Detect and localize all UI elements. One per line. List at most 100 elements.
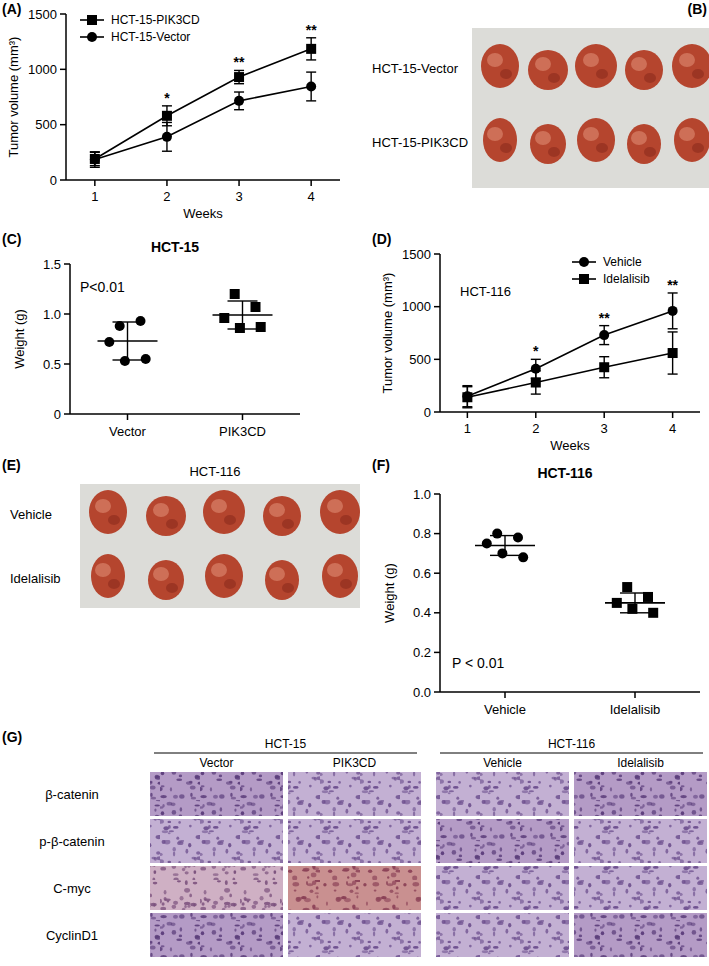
tumor-highlight (211, 499, 227, 513)
ihc-image (150, 819, 283, 863)
y-tick-label: 1500 (28, 7, 57, 22)
significance: * (164, 90, 170, 106)
error-cap (668, 328, 678, 329)
x-tick-label: 2 (163, 189, 170, 204)
error-cap (599, 344, 609, 345)
x-tick (242, 414, 244, 420)
tumor-shade (282, 519, 294, 529)
x-tick (94, 180, 96, 186)
x-tick (603, 412, 605, 418)
tumor-shade (644, 147, 656, 157)
sd-cap (620, 612, 650, 613)
p-value: P < 0.01 (452, 655, 505, 671)
y-tick-label: 0.8 (413, 526, 431, 541)
x-tick-label: 4 (308, 189, 315, 204)
tumor (263, 496, 301, 536)
tumor (575, 44, 617, 88)
tumor-highlight (679, 127, 695, 141)
error-cap (599, 356, 609, 357)
tumor-shade (500, 143, 512, 153)
error-cap (306, 59, 316, 60)
x-tick (127, 414, 129, 420)
marker-square (668, 348, 678, 358)
photo-title: HCT-116 (189, 464, 240, 479)
panel-label: (B) (688, 1, 707, 17)
error-cap (462, 386, 472, 387)
error-cap (306, 100, 316, 101)
ihc-image (574, 772, 707, 816)
series-line (467, 353, 672, 397)
group-rule (154, 753, 417, 754)
p-value: P<0.01 (80, 279, 125, 295)
y-tick-label: 1000 (28, 62, 57, 77)
tumor-highlight (535, 57, 551, 71)
marker-square (579, 274, 589, 284)
marker-square (230, 289, 240, 299)
y-tick-label: 0.6 (413, 566, 431, 581)
marker-circle (141, 354, 151, 364)
error-cap (234, 91, 244, 92)
row-label: β-catenin (45, 787, 99, 802)
y-tick (434, 253, 440, 255)
x-tick (166, 180, 168, 186)
y-tick (64, 413, 70, 415)
y-axis-label: Tumor volume (mm³) (6, 37, 21, 158)
marker-circle (492, 529, 502, 539)
tumor (322, 554, 358, 598)
row-label: HCT-15-PIK3CD (372, 135, 468, 150)
tumor-highlight (327, 499, 343, 513)
y-tick (434, 612, 440, 614)
tumor-highlight (327, 563, 343, 577)
tumor-highlight (211, 563, 227, 577)
significance: ** (306, 22, 317, 38)
y-tick-label: 1500 (402, 247, 431, 262)
series-line (95, 49, 311, 159)
tumor-shade (108, 579, 120, 589)
chart-title: HCT-116 (537, 465, 592, 481)
y-axis (439, 254, 441, 412)
marker-circle (120, 356, 130, 366)
y-tick (60, 124, 66, 126)
error-cap (599, 377, 609, 378)
tumor (148, 560, 184, 600)
marker-square (87, 15, 97, 25)
ihc-image (436, 772, 569, 816)
y-tick (60, 69, 66, 71)
y-tick-label: 500 (35, 117, 57, 132)
plot-area (462, 293, 677, 408)
row-label: Vehicle (10, 507, 52, 522)
x-tick-label: Idelalisib (610, 702, 661, 717)
error-cap (306, 71, 316, 72)
plot-area (90, 38, 316, 167)
error-cap (668, 331, 678, 332)
tumor-shade (282, 583, 294, 593)
x-axis (70, 413, 300, 415)
y-tick-label: 1.0 (43, 307, 61, 322)
x-tick-label: 3 (235, 189, 242, 204)
legend-label: HCT-15-PIK3CD (111, 13, 200, 27)
panel-label: (F) (372, 457, 390, 473)
ihc-image (150, 913, 283, 957)
tumor (483, 118, 517, 162)
marker-square (462, 392, 472, 402)
marker-circle (306, 81, 316, 91)
marker-square (306, 44, 316, 54)
y-tick-label: 1.5 (43, 257, 61, 272)
y-tick-label: 1000 (402, 299, 431, 314)
error-cap (234, 83, 244, 84)
panel-label: (E) (2, 457, 21, 473)
panel-label: (D) (372, 231, 391, 247)
x-tick-label: Vector (109, 424, 147, 439)
marker-circle (90, 155, 100, 165)
x-tick (634, 692, 636, 698)
y-tick-label: 1.0 (413, 487, 431, 502)
x-tick (504, 692, 506, 698)
marker-circle (518, 552, 528, 562)
marker-circle (668, 306, 678, 316)
x-tick-label: 1 (91, 189, 98, 204)
ihc-image (288, 819, 421, 863)
tumor-shade (500, 69, 512, 79)
y-tick (434, 306, 440, 308)
marker-square (251, 302, 261, 312)
x-tick-label: 3 (601, 421, 608, 436)
